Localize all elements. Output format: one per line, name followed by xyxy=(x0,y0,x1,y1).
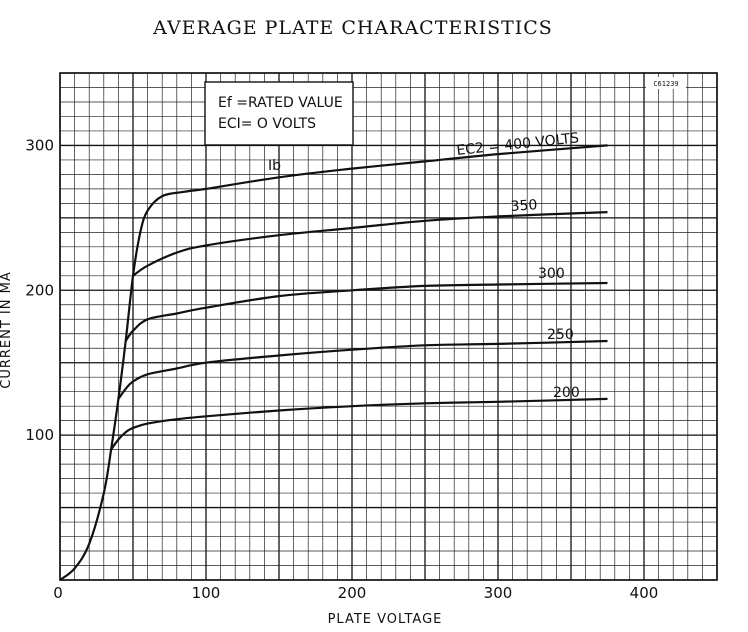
curve-labels: EC2 = 400 VOLTS 350 300 250 200 Ib xyxy=(268,130,580,401)
series-label: EC2 = 400 VOLTS xyxy=(456,130,580,159)
tick-labels: 0 100 200 300 400 100 200 300 xyxy=(25,136,658,602)
y-axis-label: CURRENT IN MA xyxy=(0,271,14,388)
series-label: 350 xyxy=(510,197,538,215)
x-tick-label: 100 xyxy=(192,584,221,602)
envelope-label: Ib xyxy=(268,158,281,174)
x-tick-label: 0 xyxy=(53,584,63,602)
condition-grid1: ECI= O VOLTS xyxy=(218,116,316,132)
condition-filament: Ef =RATED VALUE xyxy=(218,95,343,111)
x-tick-label: 400 xyxy=(630,584,659,602)
plot-frame xyxy=(59,72,718,581)
conditions-box xyxy=(204,81,354,146)
y-tick-label: 100 xyxy=(25,426,54,444)
series-label: 250 xyxy=(547,327,574,343)
x-tick-label: 200 xyxy=(338,584,367,602)
y-tick-label: 200 xyxy=(25,281,54,299)
series-label: 200 xyxy=(553,385,580,401)
x-axis-label: PLATE VOLTAGE xyxy=(328,612,443,627)
drawing-code-bg xyxy=(646,77,686,89)
curves xyxy=(59,144,608,581)
y-tick-label: 300 xyxy=(25,136,54,154)
series-line xyxy=(117,339,608,400)
series-line xyxy=(205,144,608,190)
grid xyxy=(59,72,718,581)
series-line xyxy=(132,211,608,277)
drawing-code: C61239 xyxy=(653,80,678,88)
series-line xyxy=(124,281,608,342)
series-line xyxy=(110,397,608,451)
chart-title: AVERAGE PLATE CHARACTERISTICS xyxy=(152,17,553,39)
series-label: 300 xyxy=(538,266,565,282)
x-tick-label: 300 xyxy=(484,584,513,602)
